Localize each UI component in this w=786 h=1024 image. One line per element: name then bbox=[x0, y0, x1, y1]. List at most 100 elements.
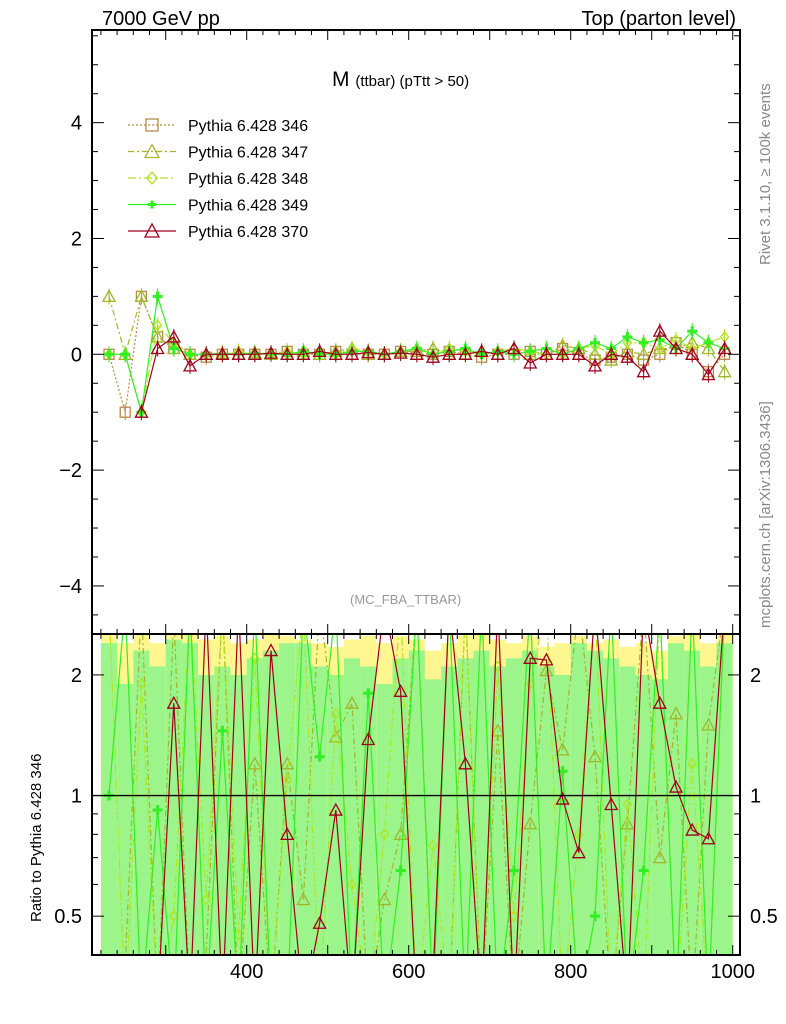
marker-triangle bbox=[539, 346, 554, 360]
analysis-label: (MC_FBA_TTBAR) bbox=[350, 592, 462, 607]
energy-label: 7000 GeV pp bbox=[102, 8, 220, 30]
marker-diamond bbox=[654, 342, 665, 355]
band-green bbox=[538, 666, 555, 955]
marker-triangle bbox=[555, 346, 570, 360]
marker-triangle bbox=[328, 729, 343, 743]
band-green bbox=[716, 643, 733, 955]
marker-triangle bbox=[701, 717, 716, 731]
marker-triangle bbox=[215, 346, 230, 360]
band-green bbox=[684, 650, 701, 955]
marker-plus bbox=[622, 331, 633, 342]
marker-triangle bbox=[296, 892, 311, 906]
band-green bbox=[667, 643, 685, 955]
marker-triangle bbox=[166, 695, 181, 709]
marker-square bbox=[119, 406, 131, 418]
band-green bbox=[214, 666, 231, 955]
marker-triangle bbox=[571, 346, 586, 360]
marker-diamond bbox=[622, 798, 633, 811]
marker-triangle bbox=[166, 329, 181, 343]
band-green bbox=[489, 666, 506, 955]
ratio-tick-label-right: 2 bbox=[750, 665, 761, 687]
ratio-line bbox=[108, 634, 725, 955]
marker-plus bbox=[152, 291, 163, 302]
marker-triangle bbox=[685, 822, 700, 836]
marker-triangle bbox=[652, 850, 667, 864]
marker-plus bbox=[148, 200, 156, 209]
marker-triangle bbox=[604, 797, 619, 811]
marker-triangle bbox=[652, 323, 667, 337]
band-green bbox=[343, 658, 361, 955]
x-tick-label: 400 bbox=[230, 961, 263, 983]
marker-triangle bbox=[442, 346, 457, 360]
band-green bbox=[392, 658, 409, 955]
marker-triangle bbox=[717, 341, 732, 355]
marker-triangle bbox=[620, 816, 635, 830]
marker-diamond bbox=[347, 878, 357, 891]
marker-triangle bbox=[280, 756, 295, 770]
series-main bbox=[104, 317, 730, 421]
band-green bbox=[424, 679, 442, 955]
band-green bbox=[246, 658, 263, 955]
marker-triangle bbox=[199, 346, 214, 360]
mcplots-label: mcplots.cern.ch [arXiv:1306.3436] bbox=[757, 401, 774, 628]
marker-triangle bbox=[328, 346, 343, 360]
marker-triangle bbox=[636, 346, 651, 360]
band-green bbox=[554, 674, 571, 955]
marker-triangle bbox=[474, 344, 489, 358]
band-green bbox=[408, 650, 425, 955]
marker-triangle bbox=[620, 349, 635, 363]
band-green bbox=[295, 643, 312, 955]
axes: 400 600 800 1000 4 2 0 −2 −4 2 2 1 1 0.5 0.5 bbox=[54, 30, 778, 983]
x-tick-label: 800 bbox=[554, 961, 587, 983]
marker-triangle bbox=[523, 816, 538, 830]
marker-triangle bbox=[458, 756, 473, 770]
marker-triangle bbox=[425, 349, 441, 363]
marker-diamond bbox=[152, 319, 163, 332]
marker-plus bbox=[120, 349, 131, 360]
band-green bbox=[586, 650, 604, 955]
y-tick-label: 4 bbox=[71, 113, 82, 135]
marker-plus bbox=[638, 865, 649, 876]
marker-triangle bbox=[361, 732, 376, 746]
band-green bbox=[522, 650, 539, 955]
marker-triangle bbox=[182, 358, 198, 372]
marker-triangle bbox=[587, 749, 603, 763]
marker-triangle bbox=[668, 341, 684, 355]
marker-triangle bbox=[280, 346, 295, 360]
marker-triangle bbox=[150, 341, 165, 355]
band-green bbox=[441, 666, 458, 955]
marker-triangle bbox=[604, 346, 619, 360]
marker-triangle bbox=[393, 345, 408, 359]
marker-square bbox=[145, 118, 159, 132]
marker-plus bbox=[314, 751, 325, 762]
marker-plus bbox=[104, 349, 115, 360]
marker-triangle bbox=[701, 341, 716, 355]
legend-label: Pythia 6.428 370 bbox=[188, 224, 308, 241]
marker-diamond bbox=[573, 828, 584, 841]
marker-plus bbox=[152, 805, 163, 816]
marker-triangle bbox=[247, 756, 262, 770]
band-green bbox=[651, 679, 668, 955]
marker-plus bbox=[363, 688, 374, 699]
marker-triangle bbox=[134, 404, 149, 418]
ratio-ylabel: Ratio to Pythia 6.428 346 bbox=[28, 753, 45, 922]
marker-triangle bbox=[328, 802, 343, 816]
marker-triangle bbox=[685, 346, 700, 360]
marker-diamond bbox=[330, 707, 341, 720]
marker-diamond bbox=[687, 757, 698, 770]
series-ratio bbox=[159, 634, 724, 955]
marker-triangle bbox=[263, 345, 279, 359]
title-sub: (ttbar) (pTtt > 50) bbox=[355, 73, 470, 90]
marker-triangle bbox=[652, 695, 667, 709]
ratio-tick-label: 2 bbox=[71, 665, 82, 687]
y-tick-label: −2 bbox=[59, 460, 82, 482]
marker-triangle bbox=[409, 346, 424, 360]
marker-triangle bbox=[101, 289, 117, 303]
marker-triangle bbox=[344, 346, 360, 360]
marker-triangle bbox=[263, 643, 279, 657]
marker-triangle bbox=[377, 346, 392, 360]
marker-plus bbox=[590, 911, 601, 922]
ratio-line bbox=[125, 634, 722, 955]
plot-title: M (ttbar) (pTtt > 50) bbox=[332, 68, 469, 92]
